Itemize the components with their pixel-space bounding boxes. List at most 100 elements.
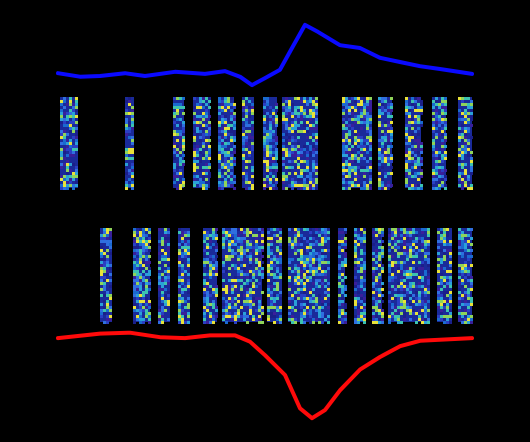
- stripe-cell: [443, 228, 446, 231]
- stripe-cell: [418, 240, 421, 243]
- stripe-cell: [255, 261, 258, 264]
- stripe-cell: [446, 303, 449, 306]
- stripe-cell: [139, 258, 142, 261]
- stripe-cell: [258, 300, 261, 303]
- stripe-cell: [300, 169, 303, 172]
- stripe-cell: [234, 267, 237, 270]
- stripe-cell: [467, 118, 470, 121]
- stripe-cell: [409, 237, 412, 240]
- stripe-cell: [427, 279, 430, 282]
- stripe-cell: [181, 309, 184, 312]
- stripe-cell: [208, 148, 211, 151]
- stripe-cell: [75, 145, 78, 148]
- stripe-cell: [248, 163, 251, 166]
- stripe-cell: [212, 303, 215, 306]
- stripe-cell: [435, 115, 438, 118]
- stripe-cell: [245, 160, 248, 163]
- stripe-cell: [412, 255, 415, 258]
- stripe-cell: [148, 300, 151, 303]
- stripe-cell: [182, 124, 185, 127]
- stripe-cell: [173, 175, 176, 178]
- stripe-cell: [417, 157, 420, 160]
- stripe-cell: [131, 112, 134, 115]
- stripe-cell: [288, 285, 291, 288]
- stripe-cell: [261, 237, 264, 240]
- stripe-cell: [409, 312, 412, 315]
- stripe-cell: [384, 145, 387, 148]
- stripe-cell: [360, 184, 363, 187]
- stripe-cell: [384, 172, 387, 175]
- stripe-cell: [173, 145, 176, 148]
- stripe-cell: [397, 315, 400, 318]
- stripe-cell: [288, 100, 291, 103]
- stripe-cell: [196, 145, 199, 148]
- stripe-cell: [208, 106, 211, 109]
- stripe-cell: [267, 252, 270, 255]
- stripe-cell: [432, 115, 435, 118]
- stripe-cell: [136, 270, 139, 273]
- stripe-cell: [161, 321, 164, 324]
- stripe-cell: [103, 312, 106, 315]
- stripe-cell: [397, 297, 400, 300]
- stripe-cell: [208, 145, 211, 148]
- stripe-cell: [449, 243, 452, 246]
- stripe-cell: [75, 127, 78, 130]
- stripe-cell: [182, 106, 185, 109]
- stripe-cell: [142, 264, 145, 267]
- stripe-cell: [381, 106, 384, 109]
- stripe-cell: [173, 115, 176, 118]
- stripe-cell: [276, 234, 279, 237]
- stripe-cell: [133, 321, 136, 324]
- spectrogram-stripe: [222, 228, 264, 324]
- stripe-cell: [409, 306, 412, 309]
- stripe-cell: [394, 240, 397, 243]
- stripe-cell: [381, 234, 384, 237]
- stripe-cell: [321, 321, 324, 324]
- stripe-cell: [441, 100, 444, 103]
- stripe-cell: [387, 109, 390, 112]
- stripe-cell: [397, 303, 400, 306]
- stripe-cell: [366, 166, 369, 169]
- stripe-cell: [234, 312, 237, 315]
- stripe-cell: [288, 166, 291, 169]
- line-series: [56, 22, 474, 88]
- stripe-cell: [427, 228, 430, 231]
- stripe-cell: [357, 237, 360, 240]
- stripe-cell: [421, 240, 424, 243]
- stripe-cell: [435, 160, 438, 163]
- stripe-cell: [233, 127, 236, 130]
- stripe-cell: [125, 100, 128, 103]
- stripe-cell: [139, 279, 142, 282]
- stripe-cell: [409, 303, 412, 306]
- stripe-cell: [251, 187, 254, 190]
- stripe-cell: [344, 246, 347, 249]
- stripe-cell: [288, 139, 291, 142]
- stripe-cell: [432, 139, 435, 142]
- stripe-cell: [394, 276, 397, 279]
- stripe-cell: [309, 187, 312, 190]
- stripe-cell: [387, 130, 390, 133]
- stripe-cell: [261, 267, 264, 270]
- stripe-cell: [106, 300, 109, 303]
- stripe-cell: [133, 243, 136, 246]
- stripe-cell: [224, 178, 227, 181]
- stripe-cell: [391, 288, 394, 291]
- stripe-cell: [303, 297, 306, 300]
- stripe-cell: [202, 175, 205, 178]
- stripe-cell: [145, 285, 148, 288]
- stripe-cell: [291, 270, 294, 273]
- stripe-cell: [344, 285, 347, 288]
- stripe-cell: [327, 267, 330, 270]
- stripe-cell: [300, 321, 303, 324]
- stripe-cell: [173, 169, 176, 172]
- stripe-cell: [381, 124, 384, 127]
- stripe-cell: [72, 112, 75, 115]
- stripe-cell: [63, 100, 66, 103]
- stripe-cell: [327, 306, 330, 309]
- stripe-cell: [354, 231, 357, 234]
- stripe-cell: [381, 288, 384, 291]
- stripe-cell: [327, 282, 330, 285]
- stripe-cell: [131, 115, 134, 118]
- stripe-cell: [266, 103, 269, 106]
- stripe-cell: [344, 258, 347, 261]
